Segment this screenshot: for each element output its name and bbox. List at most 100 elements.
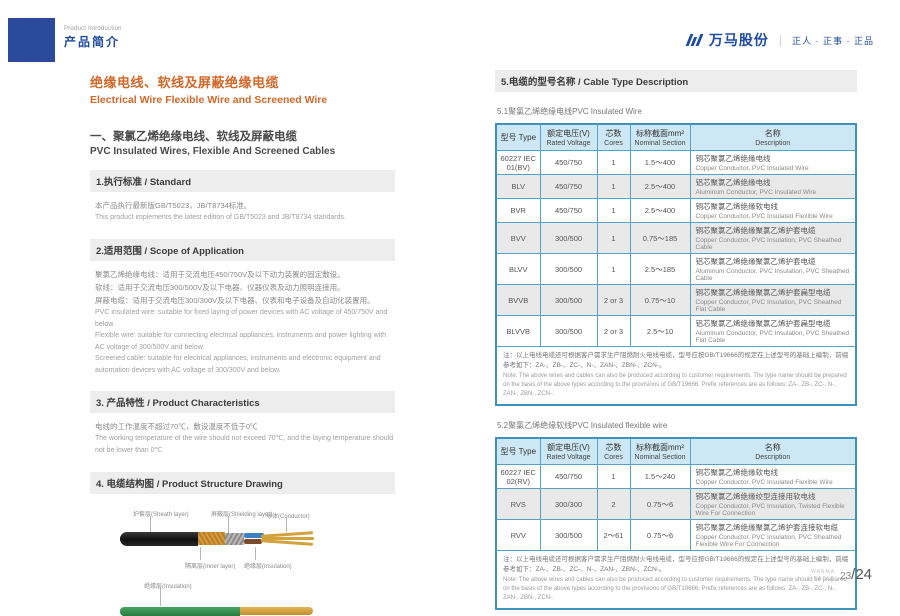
page-total: 24	[855, 566, 872, 583]
col-header-type: 型号 Type	[495, 437, 541, 466]
standard-text-zh: 本产品执行最新版GB/T5023，JB/T8734标准。	[95, 201, 252, 210]
cell-cores: 2～61	[596, 519, 631, 552]
footer-brand: WANMA CABLE	[811, 569, 835, 584]
note-text-en: Note: The above wires and cables can als…	[503, 577, 847, 602]
col-header-cores: 芯数 Cores	[596, 123, 631, 151]
table-row: RVV 300/500 2～61 0.75～6 铜芯聚氯乙烯绝缘聚氯乙烯护套连接…	[495, 519, 857, 552]
cable-sheath-segment	[120, 531, 198, 546]
cell-description: 铜芯聚氯乙烯绝缘绞型连接用软电线 Copper Conductor, PVC In…	[689, 488, 857, 521]
characteristics-body: 电线的工作温度不超过70℃，敷设温度不低于0℃ The working temp…	[90, 413, 395, 458]
leader-line	[228, 515, 229, 533]
wire-conductor-segment	[240, 607, 313, 616]
table-row: BLVVB 300/500 2 or 3 2.5～10 铝芯聚氯乙烯绝缘聚氯乙烯…	[495, 315, 857, 347]
table-subtitle-1: 5.1聚氯乙烯绝缘电线PVC Insulated Wire	[497, 107, 642, 116]
cell-description: 铝芯聚氯乙烯绝缘电线 Aluminum Conductor, PVC Insula…	[689, 174, 857, 199]
characteristics-text-zh: 电线的工作温度不超过70℃，敷设温度不低于0℃	[95, 422, 258, 432]
left-page: 绝缘电线、软线及屏蔽绝缘电缆 Electrical Wire Flexible …	[90, 72, 395, 616]
corner-accent-block	[8, 18, 55, 62]
col-header-section: 标称截面mm² Nominal Section	[629, 123, 691, 151]
cable-inner-layer-segment	[198, 532, 225, 546]
cell-description: 铜芯聚氯乙烯绝缘聚氯乙烯护套扁型电缆 Copper Conductor, PVC …	[689, 284, 857, 316]
table-subtitle-2: 5.2聚氯乙烯绝缘软线PVC Insulated flexible wire	[497, 421, 668, 431]
cable-conductor-wire	[260, 539, 314, 546]
cell-type: BVR	[495, 198, 541, 223]
table-header-row: 型号 Type 额定电压(V) Rated Voltage 芯数 Cores 标称截…	[495, 123, 857, 151]
cell-section: 0.75～185	[629, 222, 691, 254]
label-insulation-bottom: 绝缘层(Insulation)	[144, 583, 192, 590]
table-note: 注：以上电线电缆还可根据客户需求生产阻燃耐火电线电缆，型号应按GB/T19666…	[495, 550, 857, 610]
cell-voltage: 300/500	[539, 284, 598, 316]
cable-core-blue	[244, 532, 264, 538]
cable-structure-drawing: 护套层(Sheath layer) 屏蔽层(Shielding layer) 导…	[90, 502, 395, 616]
scope-text-en: Screened cable: suitable for electrical …	[95, 355, 381, 374]
cell-type: BLVVB	[495, 315, 541, 347]
heading-characteristics: 3. 产品特性 / Product Characteristics	[90, 391, 395, 414]
table-row: BVVB 300/500 2 or 3 0.75～10 铜芯聚氯乙烯绝缘聚氯乙烯…	[495, 284, 857, 316]
table-row: 60227 IEC 01(BV) 450/750 1 1.5～400 铜芯聚氯乙…	[495, 150, 857, 175]
cell-section: 1.5～240	[629, 464, 691, 490]
cell-cores: 2	[596, 488, 631, 521]
scope-text-zh: 聚氯乙烯绝缘电线：适用于交流电压450/750V及以下动力装置的固定敷设。	[95, 269, 345, 279]
brand-slogan: 正人 · 正事 · 正品	[792, 35, 874, 46]
note-text-zh: 注：以上电线电缆还可根据客户需求生产阻燃耐火电线电缆，型号应按GB/T19666…	[503, 352, 849, 370]
cell-description: 铜芯聚氯乙烯绝缘软电线 Copper Conductor, PVC Insulat…	[689, 464, 857, 490]
standard-text-en: This product implements the latest editi…	[95, 214, 346, 222]
table-row: RVS 300/300 2 0.75～6 铜芯聚氯乙烯绝缘绞型连接用软电线 Cop…	[495, 488, 857, 521]
cell-section: 2.5～10	[629, 315, 691, 347]
cell-type: RVV	[495, 519, 541, 552]
col-header-section: 标称截面mm² Nominal Section	[629, 437, 691, 466]
scope-text-zh: 软线：适用于交流电压300/500V及以下电器、仪器仪表及动力照明连接用。	[95, 282, 345, 292]
page-footer: WANMA CABLE 23/24	[811, 566, 872, 584]
section-subtitle-en: PVC Insulated Wires, Flexible And Screen…	[90, 146, 336, 157]
table-row: 60227 IEC 02(RV) 450/750 1 1.5～240 铜芯聚氯乙…	[495, 464, 857, 490]
table-note-row: 注：以上电线电缆还可根据客户需求生产阻燃耐火电线电缆，型号应按GB/T19666…	[495, 550, 857, 610]
right-page: 5.电缆的型号名称 / Cable Type Description 5.1聚氯…	[495, 70, 857, 616]
table-note: 注：以上电线电缆还可根据客户需求生产阻燃耐火电线电缆，型号应按GB/T19666…	[495, 346, 857, 406]
leader-line	[255, 546, 256, 560]
label-shield-layer: 屏蔽层(Shielding layer)	[211, 511, 273, 518]
standard-body: 本产品执行最新版GB/T5023，JB/T8734标准。 This produc…	[90, 192, 395, 226]
cell-voltage: 300/500	[539, 519, 598, 552]
heading-standard: 1.执行标准 / Standard	[90, 170, 395, 192]
label-conductor-top: 导体(Conductor)	[266, 513, 310, 520]
table-row: BVR 450/750 1 2.5～400 铜芯聚氯乙烯绝缘软电线 Copper …	[495, 198, 857, 223]
cell-type: BVV	[495, 222, 541, 254]
cell-voltage: 300/500	[539, 253, 598, 285]
brand-name: 万马股份	[708, 32, 769, 48]
page-separator: /	[851, 566, 856, 583]
cell-cores: 1	[596, 150, 631, 175]
cell-type: BLVV	[495, 253, 541, 285]
cell-type: 60227 IEC 02(RV)	[495, 464, 541, 490]
scope-text-en: PVC insulated wire: suitable for fixed l…	[95, 309, 388, 328]
scope-text-zh: 屏蔽电缆：适用于交流电压300/300V及以下电器、仪表和电子设备及自动化装置用…	[95, 295, 375, 305]
cell-type: RVS	[495, 488, 541, 521]
leader-line	[200, 546, 201, 560]
cell-cores: 1	[596, 174, 631, 199]
cell-cores: 1	[596, 253, 631, 285]
cell-cores: 1	[596, 222, 631, 254]
page-tag-zh: 产品简介	[64, 35, 121, 49]
cell-description: 铜芯聚氯乙烯绝缘软电线 Copper Conductor, PVC Insulat…	[689, 198, 857, 223]
cell-description: 铝芯聚氯乙烯绝缘聚氯乙烯护套扁型电缆 Aluminum Conductor, PV…	[689, 315, 857, 347]
cell-cores: 2 or 3	[596, 315, 631, 347]
table-row: BVV 300/500 1 0.75～185 铜芯聚氯乙烯绝缘聚氯乙烯护套电缆 C…	[495, 222, 857, 254]
page-number: 23/24	[840, 566, 872, 584]
table-row: BLVV 300/500 1 2.5～185 铝芯聚氯乙烯绝缘聚氯乙烯护套电缆 A…	[495, 253, 857, 285]
table-header-row: 型号 Type 额定电压(V) Rated Voltage 芯数 Cores 标称截…	[495, 437, 857, 466]
page-tag: Product Introduction 产品简介	[64, 26, 122, 50]
cable-shield-segment	[225, 532, 244, 545]
cell-type: BVVB	[495, 284, 541, 316]
cell-type: BLV	[495, 174, 541, 199]
cell-cores: 1	[596, 198, 631, 223]
col-header-cores: 芯数 Cores	[596, 437, 631, 466]
footer-brand-line1: WANMA	[811, 569, 836, 575]
cell-voltage: 300/500	[539, 222, 598, 254]
brand-header: 万马股份 | 正人 · 正事 · 正品	[685, 30, 874, 50]
page-tag-en: Product Introduction	[64, 26, 122, 32]
heading-cable-type: 5.电缆的型号名称 / Cable Type Description	[495, 70, 857, 92]
cable-conductor-wire	[262, 537, 314, 540]
cell-section: 0.75～10	[629, 284, 691, 316]
section-subtitle-zh: 一、聚氯乙烯绝缘电线、软线及屏蔽电缆	[90, 131, 297, 143]
cell-cores: 2 or 3	[596, 284, 631, 316]
